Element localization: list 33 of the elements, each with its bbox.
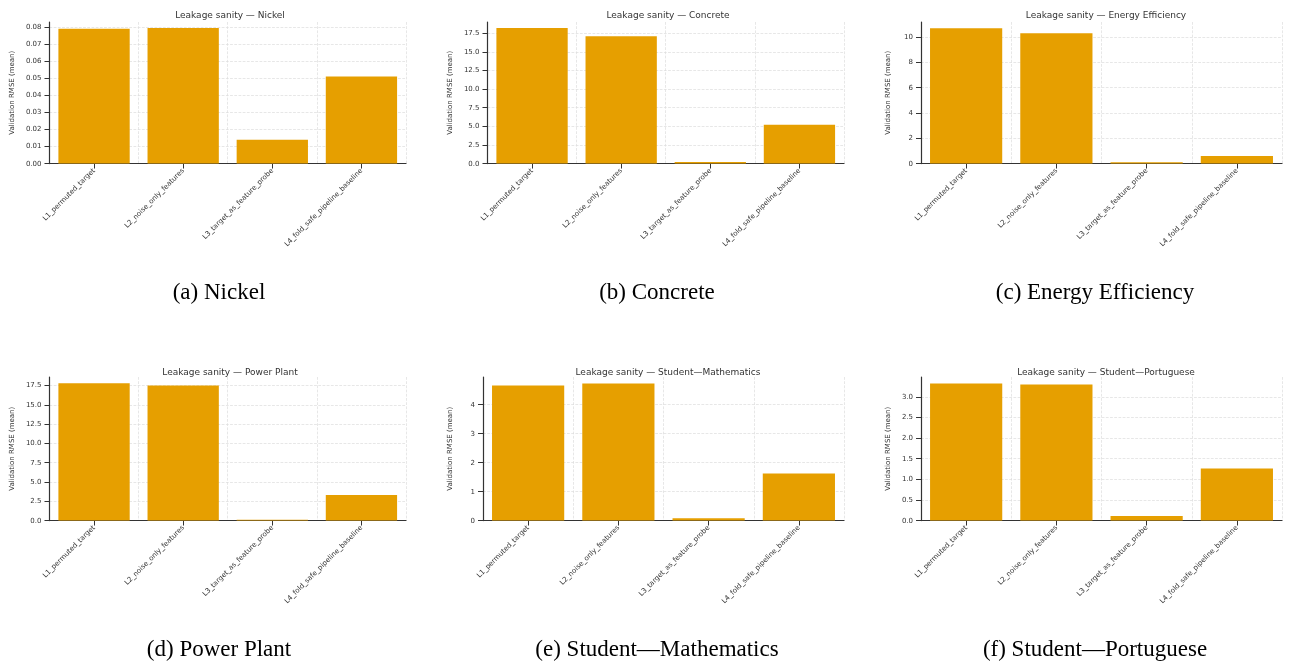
bar: [325, 495, 398, 521]
bar: [236, 139, 308, 164]
chart-title: Leakage sanity — Student—Mathematics: [575, 366, 761, 377]
bar: [58, 28, 130, 164]
chart-title: Leakage sanity — Nickel: [175, 9, 285, 20]
bar: [492, 385, 565, 521]
bar: [1200, 468, 1273, 521]
text: (a) Nickel: [171, 279, 267, 305]
bar: [672, 518, 745, 521]
chart-title: Leakage sanity — Power Plant: [162, 366, 299, 377]
bar: [147, 385, 219, 521]
bar: [1020, 33, 1093, 164]
bar: [1020, 384, 1093, 521]
text: (d) Power Plant: [145, 636, 293, 662]
text: (f) Student—Portuguese: [981, 636, 1209, 662]
bar: [1200, 155, 1273, 164]
bar: [147, 27, 219, 164]
chart-title: Leakage sanity — Energy Efficiency: [1025, 9, 1187, 20]
bar: [585, 36, 657, 164]
bar: [930, 383, 1003, 521]
bar: [582, 383, 655, 521]
bar: [930, 28, 1003, 164]
text: (b) Concrete: [598, 279, 716, 305]
bar: [1110, 516, 1183, 521]
chart-title: Leakage sanity — Concrete: [606, 9, 731, 20]
chart-title: Leakage sanity — Student—Portuguese: [1017, 366, 1196, 377]
bar: [496, 27, 568, 164]
bar: [58, 383, 130, 521]
bar: [325, 76, 398, 164]
text: (c) Energy Efficiency: [994, 279, 1196, 305]
bar: [763, 124, 836, 164]
bar: [762, 473, 835, 521]
text: (e) Student—Mathematics: [534, 636, 780, 662]
